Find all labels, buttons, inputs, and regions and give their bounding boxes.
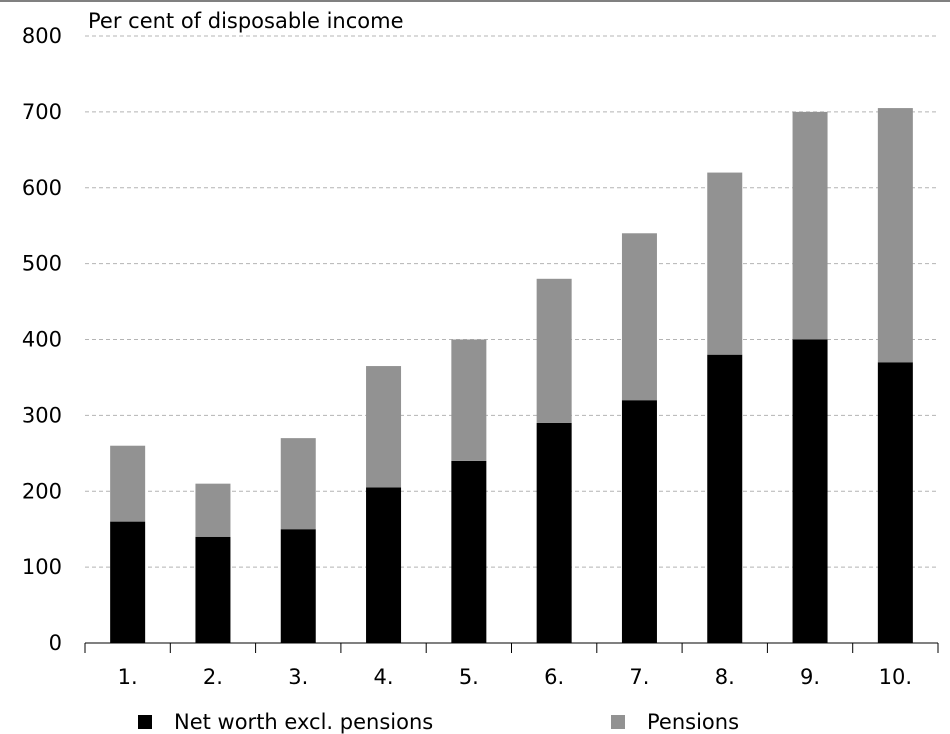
- y-tick-label: 400: [22, 328, 62, 352]
- x-tick-label: 9.: [800, 665, 820, 689]
- x-tick-label: 10.: [879, 665, 912, 689]
- x-tick-label: 1.: [118, 665, 138, 689]
- y-tick-label: 300: [22, 403, 62, 427]
- bar-net-worth: [366, 487, 402, 643]
- legend: Net worth excl. pensions Pensions: [138, 710, 739, 734]
- bar-net-worth: [877, 362, 913, 643]
- bar-net-worth: [195, 536, 231, 643]
- legend-swatch: [611, 715, 625, 729]
- x-tick-label: 2.: [203, 665, 223, 689]
- x-tick-label: 8.: [715, 665, 735, 689]
- x-tick-label: 5.: [459, 665, 479, 689]
- bar-pensions: [195, 483, 231, 537]
- y-tick-label: 200: [22, 479, 62, 503]
- bar-pensions: [366, 366, 402, 488]
- x-axis: 1. 2. 3. 4. 5. 6. 7. 8. 9. 10.: [84, 642, 939, 689]
- bar-net-worth: [621, 400, 657, 643]
- y-tick-label: 700: [22, 100, 62, 124]
- bar-net-worth: [280, 529, 316, 643]
- x-tick-label: 6.: [544, 665, 564, 689]
- y-tick-label: 800: [22, 24, 62, 48]
- bar-pensions: [536, 278, 572, 423]
- bar-net-worth: [110, 521, 146, 643]
- bar-pensions: [621, 233, 657, 401]
- y-axis-ticks: 0 100 200 300 400 500 600 700 800: [22, 24, 62, 655]
- unit-label: Per cent of disposable income: [88, 9, 404, 33]
- bar-pensions: [877, 108, 913, 363]
- bar-net-worth: [792, 339, 828, 643]
- bar-net-worth: [451, 460, 487, 643]
- bars: [110, 108, 913, 643]
- legend-swatch: [138, 715, 152, 729]
- x-tick-label: 3.: [288, 665, 308, 689]
- y-tick-label: 0: [49, 631, 62, 655]
- legend-label: Pensions: [647, 710, 739, 734]
- bar-pensions: [451, 339, 487, 461]
- bar-pensions: [792, 111, 828, 340]
- legend-label: Net worth excl. pensions: [174, 710, 433, 734]
- y-tick-label: 100: [22, 555, 62, 579]
- bar-pensions: [110, 445, 146, 522]
- bar-pensions: [707, 172, 743, 355]
- x-tick-label: 7.: [629, 665, 649, 689]
- bar-pensions: [280, 438, 316, 530]
- bar-net-worth: [707, 354, 743, 643]
- bar-net-worth: [536, 422, 572, 643]
- y-tick-label: 500: [22, 252, 62, 276]
- y-tick-label: 600: [22, 176, 62, 200]
- x-tick-label: 4.: [374, 665, 394, 689]
